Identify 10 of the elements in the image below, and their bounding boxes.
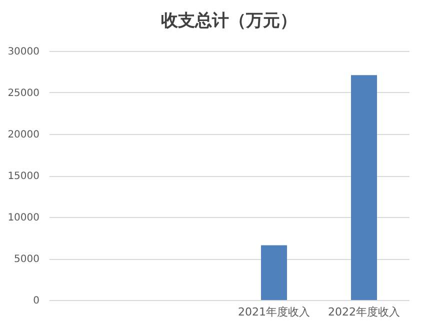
y-tick-label: 0 xyxy=(33,296,40,306)
y-tick-label: 10000 xyxy=(8,212,40,224)
y-tick-label: 20000 xyxy=(8,130,40,140)
x-tick-label: 2022年度收入 xyxy=(328,306,400,318)
y-tick-label: 25000 xyxy=(8,88,40,99)
x-tick-label: 2021年度收入 xyxy=(238,306,310,318)
y-tick-label: 15000 xyxy=(8,171,40,182)
y-tick-label: 30000 xyxy=(8,46,40,58)
chart-title: 收支总计（万元） xyxy=(161,11,297,31)
y-tick-label: 5000 xyxy=(14,254,40,265)
